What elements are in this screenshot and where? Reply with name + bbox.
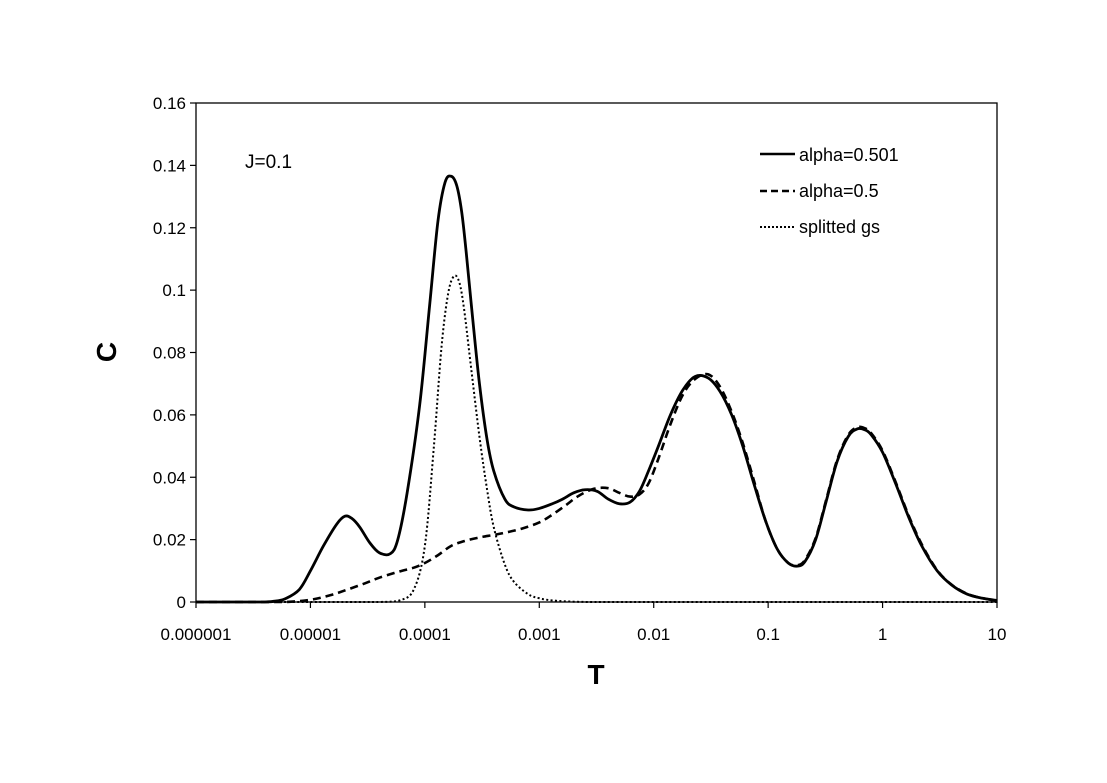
y-tick-label: 0.06 xyxy=(153,406,186,425)
series-layer xyxy=(195,174,998,604)
y-tick-label: 0.1 xyxy=(162,281,186,300)
x-tick-label: 0.001 xyxy=(518,625,561,644)
y-tick-label: 0.16 xyxy=(153,94,186,113)
x-tick-label: 0.00001 xyxy=(280,625,341,644)
x-axis-title: T xyxy=(587,659,604,690)
x-tick-label: 1 xyxy=(878,625,887,644)
annotation-j: J=0.1 xyxy=(245,152,292,173)
y-tick-label: 0.12 xyxy=(153,219,186,238)
legend-label-series-1: alpha=0.501 xyxy=(799,145,899,165)
y-tick-label: 0.02 xyxy=(153,531,186,550)
series-line-2 xyxy=(195,372,998,604)
y-axis-ticks: 0 0.02 0.04 0.06 0.08 0.1 0.12 0.14 0.16 xyxy=(153,94,196,612)
y-axis-title: C xyxy=(91,342,122,362)
x-tick-label: 0.1 xyxy=(756,625,780,644)
y-tick-label: 0.04 xyxy=(153,468,186,487)
y-tick-label: 0.14 xyxy=(153,156,186,175)
legend-label-series-3: splitted gs xyxy=(799,217,880,237)
x-tick-label: 10 xyxy=(988,625,1007,644)
legend: alpha=0.501 alpha=0.5 splitted gs xyxy=(760,145,899,237)
y-tick-label: 0.08 xyxy=(153,344,186,363)
x-tick-label: 0.0001 xyxy=(399,625,451,644)
legend-label-series-2: alpha=0.5 xyxy=(799,181,879,201)
series-line-3 xyxy=(195,274,997,604)
x-tick-label: 0.01 xyxy=(637,625,670,644)
x-tick-label: 0.000001 xyxy=(161,625,232,644)
series-line-1 xyxy=(195,174,998,604)
plot-frame xyxy=(195,102,998,603)
x-axis-ticks: 0.000001 0.00001 0.0001 0.001 0.01 0.1 1 10 xyxy=(161,602,1007,644)
y-tick-label: 0 xyxy=(177,593,186,612)
